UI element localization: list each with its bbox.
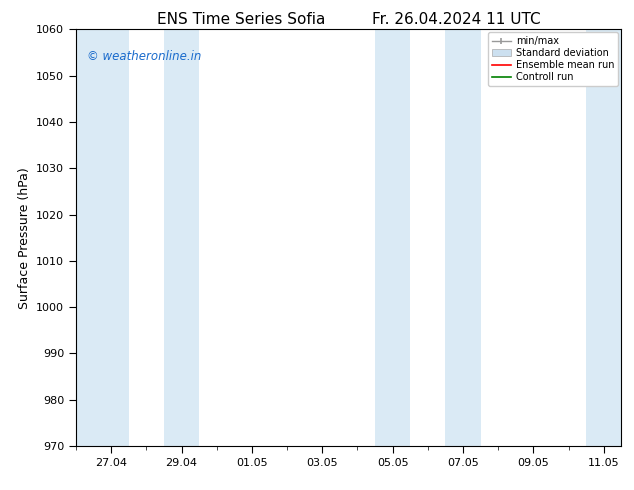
Text: Fr. 26.04.2024 11 UTC: Fr. 26.04.2024 11 UTC xyxy=(372,12,541,27)
Bar xyxy=(446,29,481,446)
Bar xyxy=(164,29,199,446)
Legend: min/max, Standard deviation, Ensemble mean run, Controll run: min/max, Standard deviation, Ensemble me… xyxy=(488,32,618,86)
Bar xyxy=(586,29,621,446)
Bar xyxy=(76,29,129,446)
Bar xyxy=(375,29,410,446)
Y-axis label: Surface Pressure (hPa): Surface Pressure (hPa) xyxy=(18,167,30,309)
Text: © weatheronline.in: © weatheronline.in xyxy=(87,50,202,63)
Text: ENS Time Series Sofia: ENS Time Series Sofia xyxy=(157,12,325,27)
